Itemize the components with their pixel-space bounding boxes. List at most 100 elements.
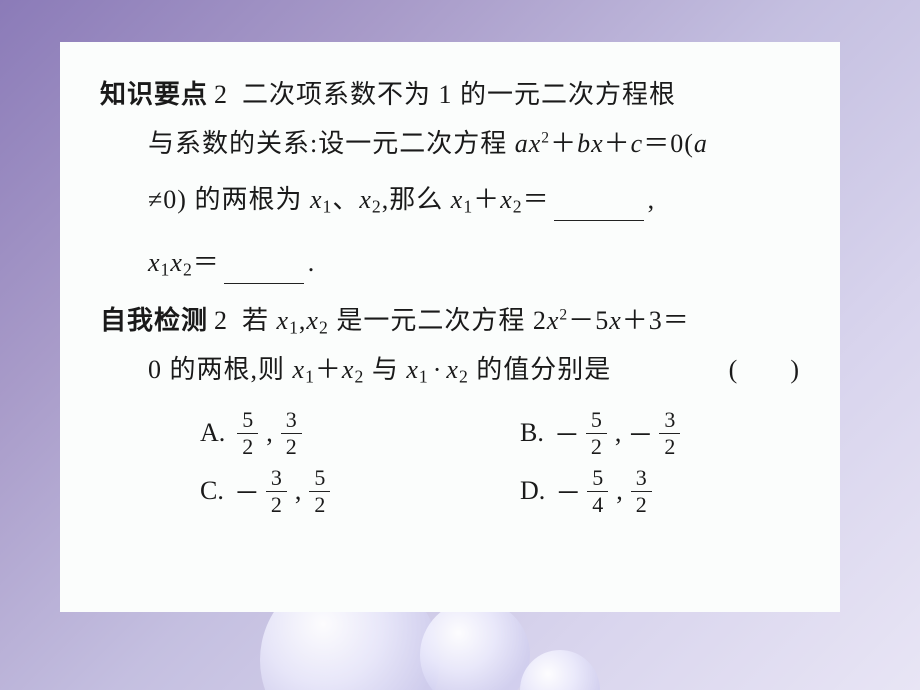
kp-line-2: 与系数的关系:设一元二次方程 ax2＋bx＋c＝0(a: [100, 119, 800, 168]
l3-s1: 1: [323, 196, 333, 216]
option-B: B. － 52 , － 32: [520, 409, 684, 458]
opt-B-neg2: －: [627, 415, 653, 452]
opt-B-neg1: －: [554, 415, 580, 452]
sc-3: 3: [649, 306, 663, 335]
sc-mid: 是一元二次方程: [329, 306, 533, 335]
sc-sum-plus: ＋: [315, 355, 342, 384]
l3-then: ,那么: [382, 185, 451, 214]
opt-A-f2-den: 2: [281, 434, 302, 458]
prod-x1: x: [148, 248, 161, 277]
sc-x2e: x: [609, 306, 622, 335]
opt-C-neg1: －: [234, 473, 260, 510]
eq-x: x: [529, 129, 542, 158]
opt-B-f1-den: 2: [586, 434, 607, 458]
sc-sum-s1: 1: [305, 366, 315, 386]
eq-a: a: [515, 129, 529, 158]
opt-B-letter: B.: [520, 418, 544, 448]
sum-x2: x: [500, 185, 513, 214]
eq-plus1: ＋: [550, 129, 577, 158]
prod-s2: 2: [183, 260, 193, 280]
opt-A-comma: ,: [266, 418, 273, 448]
bubble-2: [420, 600, 530, 690]
sc-plus: ＋: [622, 306, 649, 335]
eq-eq: ＝: [643, 129, 670, 158]
sc-label: 自我检测: [100, 306, 208, 335]
sc-l2-left: 0 的两根,则 x1＋x2 与 x1·x2 的值分别是: [148, 345, 611, 394]
sc-prod-s1: 1: [419, 366, 429, 386]
kp-line-4: x1x2＝.: [100, 238, 800, 287]
option-A: A. 52 , 32: [200, 409, 520, 458]
sc-s2: 2: [319, 317, 329, 337]
eq-c: c: [631, 129, 644, 158]
opt-A-letter: A.: [200, 418, 225, 448]
eq-open: (: [684, 129, 694, 158]
sum-x1: x: [451, 185, 464, 214]
paren-close: ): [790, 355, 800, 384]
sc-sum-x1: x: [293, 355, 306, 384]
kp-line-1: 知识要点2二次项系数不为 1 的一元二次方程根: [100, 70, 800, 119]
sc-2: 2: [533, 306, 547, 335]
kp-line-3: ≠0) 的两根为 x1、x2,那么 x1＋x2＝,: [100, 175, 800, 224]
prod-eq: ＝: [193, 248, 220, 277]
sc-l2-mid1: 的两根,则: [162, 355, 293, 384]
opt-B-f1-num: 5: [586, 409, 607, 434]
eq-a2: a: [694, 129, 708, 158]
opt-B-comma: ,: [615, 418, 622, 448]
l3-x2: x: [359, 185, 372, 214]
option-C: C. － 32 , 52: [200, 467, 520, 516]
eq-x2: x: [591, 129, 604, 158]
kp-title-rest: 二次项系数不为 1 的一元二次方程根: [242, 80, 676, 109]
sc-prod-x2: x: [446, 355, 459, 384]
opt-D-f1: 54: [587, 467, 608, 516]
opt-C-comma: ,: [295, 476, 302, 506]
opt-C-f1-num: 3: [266, 467, 287, 492]
kp-l2-pre: 与系数的关系:设一元二次方程: [148, 129, 515, 158]
option-row-1: A. 52 , 32 B. － 52 , － 32: [200, 404, 800, 462]
sc-line-2: 0 的两根,则 x1＋x2 与 x1·x2 的值分别是 (): [100, 345, 800, 394]
trail-comma: ,: [648, 185, 656, 214]
opt-C-f2-den: 2: [309, 492, 330, 516]
opt-D-comma: ,: [616, 476, 623, 506]
opt-D-neg1: －: [555, 473, 581, 510]
sc-sum-s2: 2: [354, 366, 364, 386]
eq-exp: 2: [541, 130, 550, 147]
prod-period: .: [308, 248, 316, 277]
opt-D-f2-num: 3: [631, 467, 652, 492]
l3-s2: 2: [372, 196, 382, 216]
opt-C-f1: 32: [266, 467, 287, 516]
sc-dot: ·: [433, 355, 443, 384]
sum-s2: 2: [513, 196, 523, 216]
paren-open: (: [729, 355, 739, 384]
options-block: A. 52 , 32 B. － 52 , － 32 C. － 32 , 52: [100, 404, 800, 520]
l3-mid: 的两根为: [187, 185, 310, 214]
opt-C-letter: C.: [200, 476, 224, 506]
sc-sum-x2: x: [342, 355, 355, 384]
sc-x1: x: [277, 306, 290, 335]
opt-B-f2-num: 3: [659, 409, 680, 434]
l3-x1: x: [310, 185, 323, 214]
eq-plus2: ＋: [604, 129, 631, 158]
content-panel: 知识要点2二次项系数不为 1 的一元二次方程根 与系数的关系:设一元二次方程 a…: [60, 42, 840, 612]
sc-eq: ＝: [663, 306, 690, 335]
option-row-2: C. － 32 , 52 D. － 54 , 32: [200, 462, 800, 520]
eq-b: b: [577, 129, 591, 158]
opt-D-letter: D.: [520, 476, 545, 506]
opt-C-f1-den: 2: [266, 492, 287, 516]
sc-l2-and: 与: [364, 355, 406, 384]
l3-neq: ≠: [148, 185, 163, 214]
opt-C-f2-num: 5: [309, 467, 330, 492]
sc-minus: －: [568, 306, 595, 335]
sum-eq: ＝: [523, 185, 550, 214]
l3-zero: 0: [163, 185, 177, 214]
prod-x2: x: [170, 248, 183, 277]
eq-zero: 0: [670, 129, 684, 158]
opt-A-f1-num: 5: [237, 409, 258, 434]
l3-dun: 、: [332, 185, 359, 214]
opt-D-f1-den: 4: [587, 492, 608, 516]
opt-A-f2: 32: [281, 409, 302, 458]
opt-D-f2: 32: [631, 467, 652, 516]
sc-exp: 2: [559, 306, 568, 323]
opt-D-f1-num: 5: [587, 467, 608, 492]
opt-A-f1: 52: [237, 409, 258, 458]
kp-label: 知识要点: [100, 80, 208, 109]
